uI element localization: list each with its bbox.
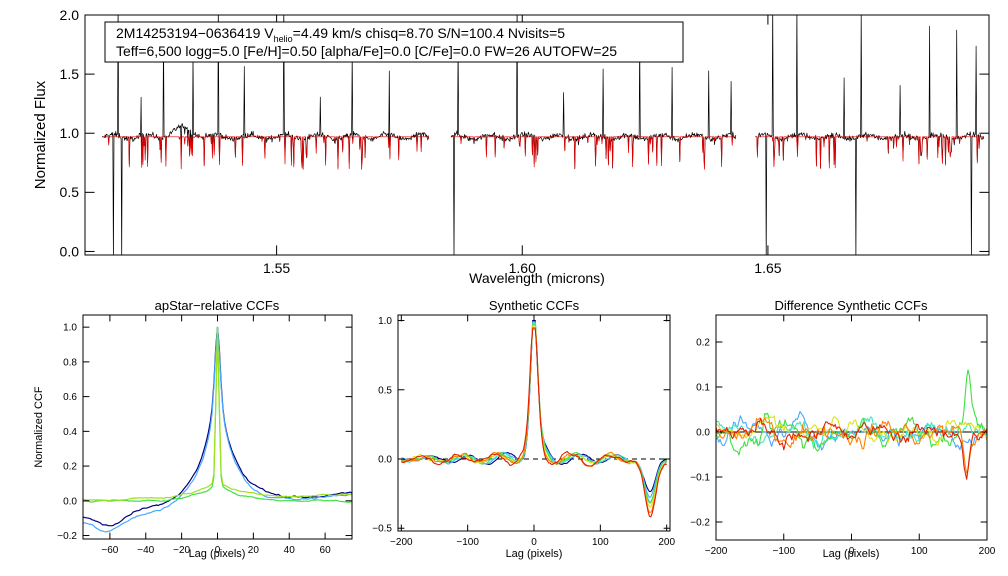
difference-ccf-visit-4-line: [716, 415, 987, 446]
synthetic-ccf-visit-6-line: [401, 328, 667, 518]
synthetic-ccf-ytick-label: 0.0: [378, 455, 392, 466]
spectrum-xtick-label: 1.65: [754, 260, 781, 276]
star-info-line1: 2M14253194−0636419 Vhelio=4.49 km/s chis…: [116, 25, 565, 44]
synthetic-ccf-ticks: −200 −100 0 100 200 −0.5 0.0 0.5 1.0: [372, 315, 675, 548]
apstar-ccf-ytick-label: 1.0: [63, 323, 77, 334]
apstar-ccf-panel: −60 −40 −20 0 20 40 60 −0.2 0.0 0.2 0.4 0.6 0.8 1.0 a…: [33, 298, 353, 560]
apstar-ccf-xtick-label: −20: [173, 545, 190, 556]
apstar-ccf-ticks: −60 −40 −20 0 20 40 60 −0.2 0.0 0.2 0.4 0.6 0.8 1.0: [57, 315, 352, 556]
difference-ccf-visit-1-line: [716, 411, 987, 451]
difference-ccf-lines: [716, 369, 987, 480]
spectrum-ytick-label: 2.0: [60, 7, 80, 23]
apstar-ccf-visit-2-line: [83, 326, 352, 533]
synthetic-ccf-visit-5-line: [401, 326, 668, 513]
spectrum-synthetic-line: [102, 136, 429, 170]
synthetic-ccf-xtick-label: 100: [592, 537, 609, 548]
difference-ccf-ytick-label: 0.1: [696, 383, 710, 394]
difference-ccf-xtick-label: −200: [705, 546, 728, 557]
synthetic-ccf-xtick-label: −100: [456, 537, 479, 548]
spectrum-ytick-label: 0.5: [60, 184, 80, 200]
spectrum-axes-frame: [84, 14, 990, 256]
spectrum-ytick-label: 1.0: [60, 125, 80, 141]
difference-ccf-title: Difference Synthetic CCFs: [775, 298, 928, 313]
difference-ccf-ticks: −200 −100 0 100 200 −0.2 −0.1 0.0 0.1 0.2: [690, 315, 996, 557]
spectrum-observed-line: [450, 15, 737, 255]
star-info-line2: Teff=6,500 logg=5.0 [Fe/H]=0.50 [alpha/F…: [116, 43, 617, 59]
difference-ccf-xtick-label: 200: [979, 546, 996, 557]
synthetic-ccf-template-line: [401, 319, 667, 493]
spectrum-xtick-label: 1.55: [263, 260, 290, 276]
apstar-ccf-xtick-label: −60: [101, 545, 118, 556]
apstar-ccf-title: apStar−relative CCFs: [155, 298, 280, 313]
synthetic-ccf-ytick-label: 0.5: [378, 385, 392, 396]
apstar-ccf-ytick-label: 0.0: [63, 496, 77, 507]
difference-ccf-visit-3-line: [716, 369, 987, 456]
apstar-ccf-ylabel: Normalized CCF: [33, 386, 45, 468]
synthetic-ccf-visit-4-line: [401, 325, 667, 508]
difference-ccf-ytick-label: −0.1: [690, 473, 710, 484]
difference-ccf-visit-6-line: [716, 417, 987, 480]
difference-ccf-xtick-label: 0: [849, 546, 855, 557]
apstar-ccf-xtick-label: 0: [215, 545, 221, 556]
spectrum-series: [102, 15, 985, 255]
apstar-ccf-visit-4-line: [83, 326, 352, 502]
difference-ccf-ytick-label: −0.2: [690, 518, 710, 529]
synthetic-ccf-ytick-label: 1.0: [378, 316, 392, 327]
apstar-ccf-series: [83, 326, 352, 533]
apstar-ccf-xtick-label: 20: [248, 545, 260, 556]
synthetic-ccf-visit-1-line: [401, 321, 667, 498]
spectrum-ytick-label: 0.0: [60, 243, 80, 259]
synthetic-ccf-xtick-label: 0: [531, 537, 537, 548]
difference-ccf-xtick-label: 100: [911, 546, 928, 557]
apstar-ccf-xtick-label: −40: [137, 545, 154, 556]
apstar-ccf-lines: [83, 326, 352, 533]
difference-ccf-ytick-label: 0.0: [696, 428, 710, 439]
difference-ccf-ytick-label: 0.2: [696, 338, 710, 349]
synthetic-ccf-lines: [398, 319, 670, 518]
difference-ccf-visit-2-line: [716, 416, 987, 449]
apstar-ccf-xtick-label: 60: [320, 545, 332, 556]
apstar-ccf-ytick-label: 0.2: [63, 462, 77, 473]
synthetic-ccf-title: Synthetic CCFs: [489, 298, 580, 313]
spectrum-synthetic-line: [451, 136, 736, 170]
apstar-ccf-xtick-label: 40: [284, 545, 296, 556]
spectrum-ticks: 1.55 1.60 1.65 0.0 0.5 1.0 1.5 2.0: [60, 7, 989, 276]
difference-ccf-xlabel: Lag (pixels): [823, 548, 880, 560]
difference-ccf-panel: −200 −100 0 100 200 −0.2 −0.1 0.0 0.1 0.2 Differe…: [690, 298, 996, 560]
synthetic-ccf-panel: −200 −100 0 100 200 −0.5 0.0 0.5 1.0 Synthetic C…: [372, 298, 675, 560]
difference-ccf-xtick-label: −100: [772, 546, 795, 557]
apstar-ccf-ytick-label: 0.8: [63, 357, 77, 368]
difference-ccf-series: [716, 369, 987, 480]
synthetic-ccf-series: [398, 319, 670, 518]
synthetic-ccf-xtick-label: 200: [658, 537, 675, 548]
apstar-ccf-visit-3-line: [83, 326, 352, 503]
apstar-ccf-ytick-label: 0.6: [63, 392, 77, 403]
spectrum-xtick-label: 1.60: [509, 260, 536, 276]
synthetic-ccf-xtick-label: −200: [390, 537, 413, 548]
spectrum-panel: 1.55 1.60 1.65 0.0 0.5 1.0 1.5 2.0 2M14253194−0…: [32, 7, 990, 286]
synthetic-ccf-visit-3-line: [401, 324, 667, 504]
synthetic-ccf-xlabel: Lag (pixels): [506, 548, 563, 560]
synthetic-ccf-visit-2-line: [400, 322, 667, 503]
spectrum-ylabel: Normalized Flux: [32, 80, 49, 189]
spectrum-observed-line: [755, 15, 985, 255]
synthetic-ccf-ytick-label: −0.5: [372, 524, 392, 535]
spectrum-ytick-label: 1.5: [60, 66, 80, 82]
apstar-ccf-ytick-label: −0.2: [57, 531, 77, 542]
spectrum-xlabel: Wavelength (microns): [469, 270, 605, 286]
spectrum-synthetic-line: [755, 136, 984, 169]
spectrum-lines: [102, 15, 985, 255]
apstar-ccf-xlabel: Lag (pixels): [189, 548, 246, 560]
synthetic-ccf-axes-frame: [397, 314, 671, 532]
apstar-ccf-ytick-label: 0.4: [63, 427, 77, 438]
star-info-box: [104, 21, 684, 63]
